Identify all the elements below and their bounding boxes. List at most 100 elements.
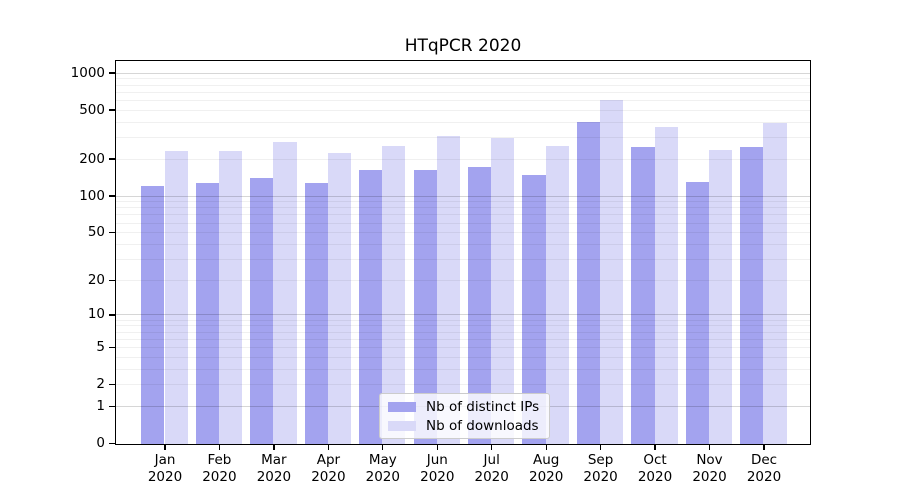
- gridline: [116, 195, 810, 197]
- gridline: [116, 201, 810, 203]
- y-tick-mark: [109, 383, 115, 386]
- x-tick-label: Jan 2020: [147, 452, 183, 485]
- bar-downloads: [273, 142, 297, 444]
- legend-item-distinct-ips: Nb of distinct IPs: [388, 398, 539, 415]
- x-tick-label: Dec 2020: [746, 452, 782, 485]
- y-tick-label: 2: [96, 376, 105, 393]
- x-tick-label: Apr 2020: [311, 452, 346, 485]
- gridline: [116, 368, 810, 370]
- gridline: [116, 222, 810, 224]
- y-tick-label: 10: [87, 306, 105, 323]
- legend-label-downloads: Nb of downloads: [426, 417, 539, 434]
- x-tick-label: May 2020: [365, 452, 400, 485]
- x-tick-label: Aug 2020: [529, 452, 564, 485]
- x-tick-label: Sep 2020: [583, 452, 618, 485]
- bar-distinct-ips: [631, 147, 655, 444]
- gridline: [116, 84, 810, 86]
- bar-downloads: [654, 126, 678, 444]
- gridline: [116, 243, 810, 245]
- y-tick-label: 1000: [70, 64, 105, 81]
- y-tick-mark: [109, 346, 115, 349]
- bar-distinct-ips: [359, 170, 383, 444]
- gridline: [116, 356, 810, 358]
- x-tick-mark: [545, 445, 547, 450]
- bar-downloads: [600, 100, 624, 444]
- gridline: [116, 279, 810, 281]
- x-tick-mark: [164, 445, 166, 450]
- gridline: [116, 137, 810, 138]
- bar-downloads: [382, 146, 406, 444]
- bars-layer: [116, 61, 810, 444]
- y-tick-mark: [109, 72, 115, 74]
- x-tick-mark: [327, 445, 330, 450]
- y-tick-label: 0: [96, 435, 105, 451]
- bar-distinct-ips: [141, 186, 165, 444]
- y-tick-label: 500: [79, 101, 105, 118]
- gridline: [116, 258, 810, 260]
- x-tick-label: Oct 2020: [637, 452, 673, 485]
- gridline: [116, 99, 810, 101]
- x-tick-mark: [382, 445, 384, 450]
- gridline: [116, 331, 810, 333]
- chart-title: HTqPCR 2020: [404, 36, 522, 56]
- bar-distinct-ips: [522, 175, 546, 444]
- x-tick-label: Feb 2020: [202, 452, 237, 485]
- gridline: [116, 158, 810, 160]
- bar-distinct-ips: [576, 121, 601, 444]
- y-tick-label: 1: [96, 397, 105, 414]
- gridline: [116, 207, 810, 209]
- bar-downloads: [327, 152, 352, 444]
- gridline: [116, 214, 810, 216]
- x-tick-mark: [599, 445, 602, 450]
- bar-distinct-ips: [250, 177, 274, 444]
- bar-downloads: [545, 146, 569, 444]
- y-tick-label: 20: [87, 271, 105, 288]
- y-tick-mark: [109, 442, 115, 445]
- bar-distinct-ips: [685, 182, 709, 444]
- bar-distinct-ips: [468, 167, 492, 444]
- y-tick-mark: [109, 405, 115, 407]
- gridline: [116, 121, 810, 123]
- bar-downloads: [709, 149, 733, 444]
- gridline: [116, 314, 810, 316]
- x-tick-label: Nov 2020: [692, 452, 727, 485]
- bar-distinct-ips: [413, 169, 437, 444]
- gridline: [116, 72, 810, 74]
- x-tick-mark: [436, 445, 438, 450]
- gridline: [116, 338, 810, 340]
- y-tick-mark: [109, 314, 115, 316]
- gridline: [116, 91, 810, 93]
- bar-distinct-ips: [740, 146, 764, 444]
- x-tick-label: Mar 2020: [256, 452, 292, 485]
- x-tick-mark: [708, 445, 711, 450]
- legend-label-distinct-ips: Nb of distinct IPs: [426, 398, 540, 415]
- gridline: [116, 346, 810, 348]
- y-tick-label: 5: [96, 338, 105, 355]
- gridline: [116, 384, 810, 386]
- x-tick-mark: [218, 445, 221, 450]
- legend-swatch-downloads: [388, 420, 416, 431]
- x-tick-mark: [654, 445, 656, 450]
- bar-distinct-ips: [195, 183, 219, 444]
- legend-swatch-distinct-ips: [388, 401, 416, 412]
- bar-downloads: [436, 136, 460, 444]
- x-tick-mark: [491, 445, 493, 450]
- bar-downloads: [763, 122, 787, 444]
- gridline: [116, 109, 810, 111]
- legend: Nb of distinct IPs Nb of downloads: [379, 393, 551, 439]
- y-tick-label: 200: [79, 150, 105, 167]
- y-tick-label: 100: [79, 187, 105, 204]
- x-tick-mark: [273, 445, 275, 450]
- legend-item-downloads: Nb of downloads: [388, 417, 539, 434]
- gridline: [116, 319, 810, 321]
- x-tick-label: Jun 2020: [420, 452, 455, 485]
- y-tick-mark: [109, 158, 115, 160]
- x-tick-label: Jul 2020: [474, 452, 509, 485]
- gridline: [116, 325, 810, 327]
- bar-distinct-ips: [304, 182, 328, 444]
- x-tick-mark: [763, 445, 765, 450]
- bar-downloads: [218, 150, 243, 444]
- gridline: [116, 78, 810, 80]
- y-tick-label: 50: [87, 224, 105, 241]
